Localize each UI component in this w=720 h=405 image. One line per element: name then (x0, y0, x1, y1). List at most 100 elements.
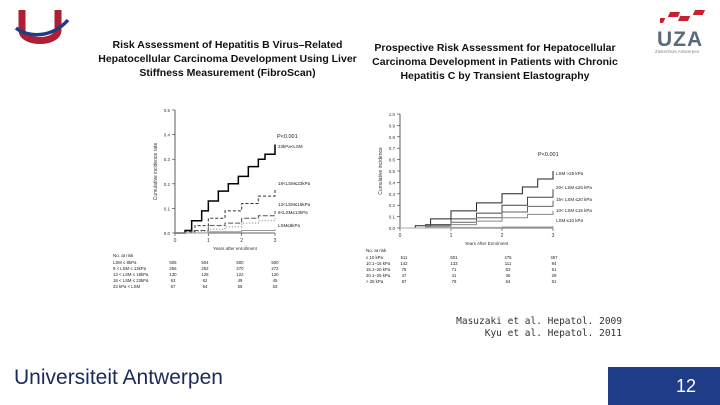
y-tick-label: 0.5 (389, 169, 396, 174)
at-risk-row-label: 15.1–20 kPa (366, 267, 391, 272)
page-number-box: 12 (608, 367, 720, 405)
y-tick-label: 0.1 (164, 206, 171, 211)
y-tick-label: 0.3 (164, 157, 171, 162)
at-risk-row-label: ≤ 10 kPa (366, 255, 384, 260)
at-risk-cell: 270 (236, 266, 244, 271)
at-risk-cell: 256 (169, 266, 177, 271)
university-name: Universiteit Antwerpen (14, 366, 223, 389)
series-line (175, 144, 276, 234)
y-axis-label: Cumulative incidence rate (153, 143, 159, 201)
at-risk-cell: 41 (452, 273, 457, 278)
x-axis-label: Years after enrollment (213, 246, 258, 251)
at-risk-cell: 63 (171, 278, 176, 283)
at-risk-cell: 94 (552, 261, 557, 266)
series-line (400, 225, 554, 229)
at-risk-cell: 29 (552, 273, 557, 278)
at-risk-row-label: 20.1–25 kPa (366, 273, 391, 278)
left-km-chart: 0.5 0.4 0.3 0.2 0.1 0.00 1 2 3 Years after enroll… (113, 108, 311, 289)
at-risk-cell: 122 (236, 272, 244, 277)
at-risk-cell: 457 (550, 255, 558, 260)
at-risk-row-label: 23 kPa < LSM (113, 284, 141, 289)
at-risk-cell: 63 (506, 267, 511, 272)
at-risk-cell: 62 (203, 278, 208, 283)
y-tick-label: 0.3 (389, 192, 396, 197)
series-label: 23kPa<LSM (278, 144, 303, 149)
at-risk-cell: 511 (401, 255, 408, 260)
at-risk-header: No. at risk (113, 253, 134, 258)
series-line (175, 229, 276, 234)
series-label: 20< LSM ≤25 kPa (556, 185, 592, 190)
at-risk-row-label: 18 < LSM ≤ 23kPa (113, 278, 149, 283)
series-label: LSM≤8kPa (278, 223, 300, 228)
series-label: 18<LSM≤23kPa (278, 181, 311, 186)
at-risk-cell: 67 (171, 284, 176, 289)
at-risk-cell: 130 (169, 272, 177, 277)
at-risk-cell: 504 (201, 260, 209, 265)
series-label: 8<LSM≤13kPa (278, 210, 308, 215)
y-tick-label: 0.2 (389, 203, 396, 208)
left-chart-title: Risk Assessment of Hepatitis B Virus–Rel… (98, 39, 357, 79)
x-tick-label: 1 (450, 233, 453, 239)
x-tick-label: 1 (207, 238, 210, 244)
page-number: 12 (675, 376, 696, 396)
uza-logo-graphic (660, 10, 706, 23)
series-line (175, 210, 276, 234)
y-tick-label: 0.5 (164, 108, 171, 113)
at-risk-row-label: 8 < LSM ≤ 13kPa (113, 266, 147, 271)
p-value: P<0.001 (538, 152, 559, 158)
y-tick-label: 0.0 (164, 231, 171, 236)
series-line (400, 210, 554, 229)
series-line (400, 189, 554, 229)
y-tick-label: 0.6 (389, 158, 396, 163)
at-risk-cell: 500 (236, 260, 244, 265)
y-tick-label: 0.4 (389, 180, 396, 185)
x-tick-label: 0 (174, 238, 177, 244)
at-risk-cell: 36 (506, 273, 511, 278)
x-tick-label: 0 (399, 233, 402, 239)
at-risk-cell: 111 (505, 261, 512, 266)
y-tick-label: 0.7 (389, 146, 396, 151)
series-line (175, 188, 276, 234)
at-risk-cell: 142 (400, 261, 408, 266)
uza-tagline: Ziekenhuis Antwerpen (655, 49, 700, 54)
x-tick-label: 2 (501, 233, 504, 239)
at-risk-cell: 87 (402, 279, 407, 284)
at-risk-cell: 64 (203, 284, 208, 289)
series-label: 15< LSM ≤20 kPa (556, 197, 592, 202)
at-risk-cell: 47 (402, 273, 407, 278)
at-risk-cell: 475 (504, 255, 512, 260)
at-risk-cell: 272 (271, 266, 279, 271)
at-risk-cell: 120 (271, 272, 279, 277)
x-tick-label: 3 (274, 238, 277, 244)
at-risk-cell: 500 (271, 260, 279, 265)
y-tick-label: 0.1 (389, 215, 396, 220)
citation-2: Kyu et al. Hepatol. 2011 (484, 328, 622, 339)
at-risk-cell: 49 (238, 278, 243, 283)
y-tick-label: 0.8 (389, 135, 396, 140)
y-tick-label: 0.9 (389, 123, 396, 128)
at-risk-cell: 505 (169, 260, 177, 265)
series-label: LSM >25 kPa (556, 171, 584, 176)
at-risk-row-label: 13 < LSM ≤ 18kPa (113, 272, 149, 277)
at-risk-row-label: LSM ≤ 8kPa (113, 260, 137, 265)
at-risk-cell: 75 (402, 267, 407, 272)
series-label: LSM ≤10 kPa (556, 218, 583, 223)
at-risk-cell: 78 (452, 279, 457, 284)
y-tick-label: 0.4 (164, 133, 171, 138)
at-risk-row-label: > 25 kPa (366, 279, 384, 284)
at-risk-cell: 64 (506, 279, 511, 284)
x-tick-label: 2 (240, 238, 243, 244)
at-risk-row-label: 10.1–15 kPa (366, 261, 391, 266)
citation-1: Masuzaki et al. Hepatol. 2009 (456, 316, 622, 327)
p-value: P<0.001 (277, 134, 298, 140)
at-risk-cell: 51 (552, 267, 557, 272)
y-tick-label: 0.2 (164, 182, 171, 187)
series-label: 13<LSM≤18kPa (278, 202, 311, 207)
at-risk-cell: 128 (201, 272, 209, 277)
at-risk-cell: 45 (273, 278, 278, 283)
uza-logo-text: UZA (657, 28, 704, 51)
series-line (400, 200, 554, 229)
university-logo (14, 10, 70, 44)
at-risk-cell: 133 (450, 261, 458, 266)
at-risk-cell: 71 (452, 267, 457, 272)
